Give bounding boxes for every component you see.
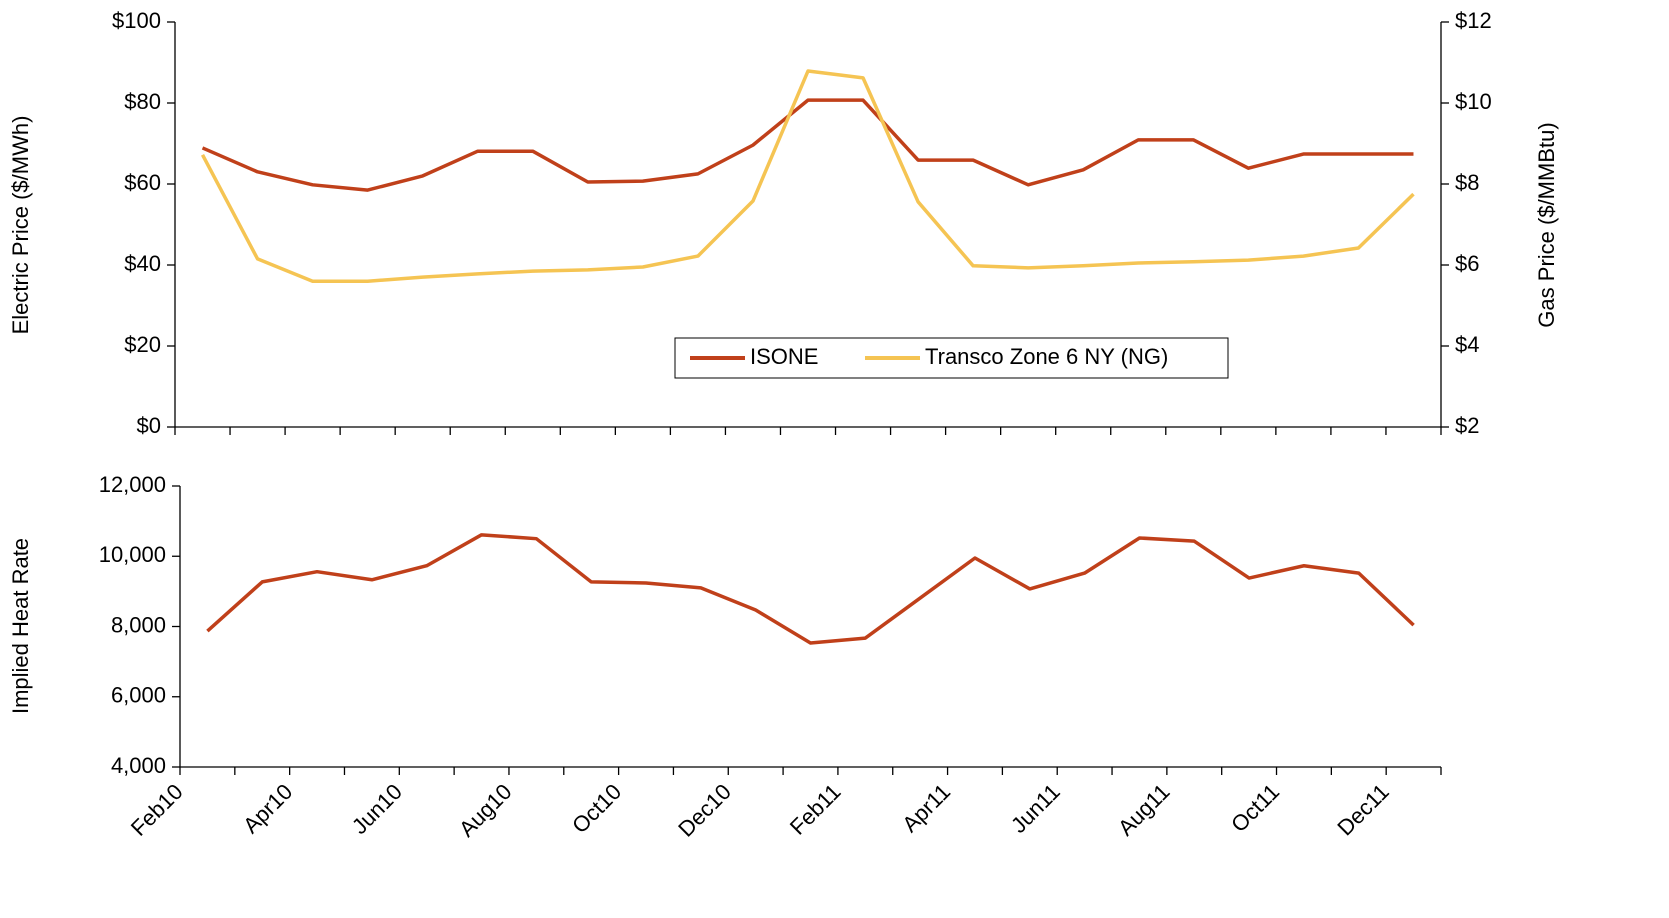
line-series (200, 69, 1415, 283)
line-series (206, 533, 1415, 645)
x-tick-label: Jun11 (1006, 779, 1065, 838)
y-axis-label: Electric Price ($/MWh) (8, 116, 33, 335)
x-tick-label: Feb10 (126, 779, 188, 841)
legend-label: Transco Zone 6 NY (NG) (925, 344, 1168, 369)
x-tick-label: Dec11 (1332, 779, 1393, 840)
line-series (201, 98, 1414, 192)
y2-tick-label: $6 (1455, 251, 1479, 276)
x-tick-label: Aug10 (454, 779, 517, 842)
y-tick-label: 12,000 (99, 472, 166, 497)
y-tick-label: $0 (137, 413, 161, 438)
y2-axis-label: Gas Price ($/MMBtu) (1534, 122, 1559, 327)
y2-tick-label: $10 (1455, 89, 1492, 114)
x-tick-label: Apr10 (238, 779, 297, 838)
x-tick-label: Oct10 (567, 779, 626, 838)
y-tick-label: 6,000 (111, 683, 166, 708)
legend-box (674, 337, 1229, 379)
y-tick-label: $100 (112, 8, 161, 33)
y-tick-label: $40 (124, 251, 161, 276)
y2-tick-label: $4 (1455, 332, 1479, 357)
y2-tick-label: $12 (1455, 8, 1492, 33)
legend-label: ISONE (750, 344, 818, 369)
x-tick-label: Apr11 (897, 779, 955, 837)
y-tick-label: $20 (124, 332, 161, 357)
y-tick-label: $60 (124, 170, 161, 195)
x-tick-label: Oct11 (1226, 779, 1284, 837)
y2-tick-label: $2 (1455, 413, 1479, 438)
x-tick-label: Feb11 (785, 779, 846, 840)
x-tick-label: Dec10 (673, 779, 736, 842)
y-axis-label: Implied Heat Rate (8, 538, 33, 714)
y-tick-label: 8,000 (111, 612, 166, 637)
y2-tick-label: $8 (1455, 170, 1479, 195)
y-tick-label: 4,000 (111, 753, 166, 778)
y-tick-label: 10,000 (99, 542, 166, 567)
x-tick-label: Jun10 (347, 779, 407, 839)
y-tick-label: $80 (124, 89, 161, 114)
x-tick-label: Aug11 (1113, 779, 1175, 841)
